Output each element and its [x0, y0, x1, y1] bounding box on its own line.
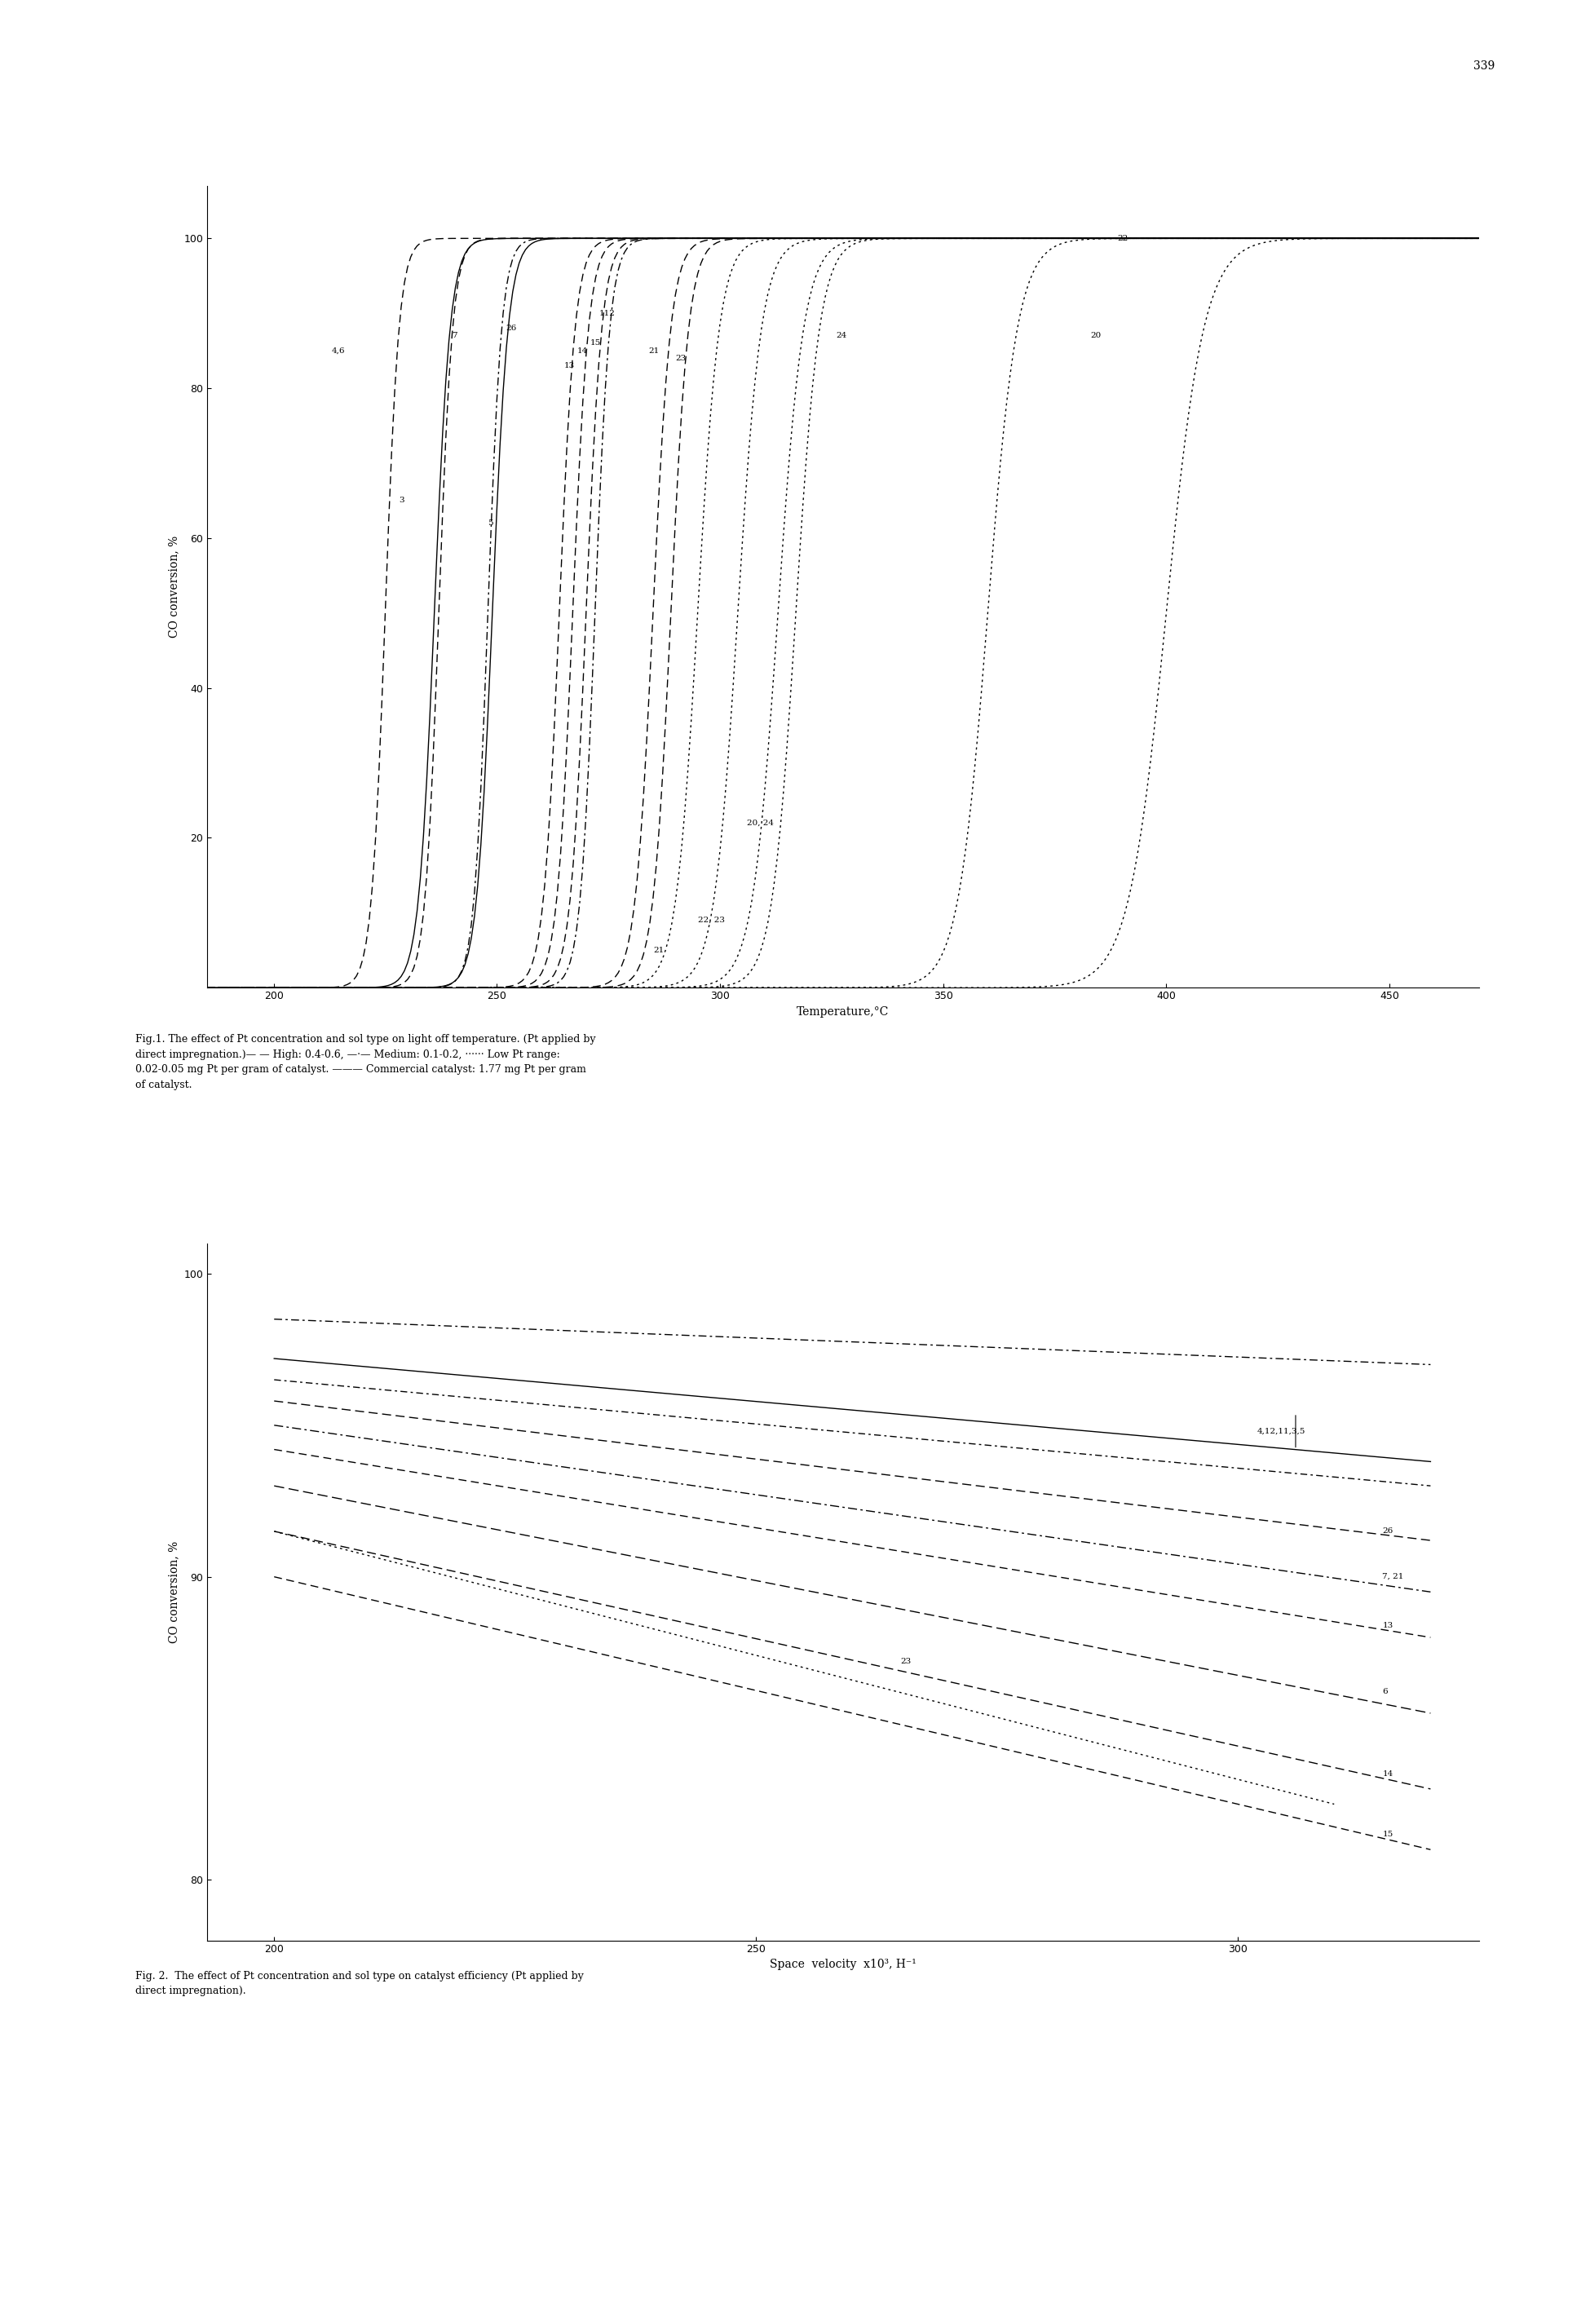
X-axis label: Space  velocity  x10³, H⁻¹: Space velocity x10³, H⁻¹ — [770, 1959, 916, 1971]
Text: 22, 23: 22, 23 — [698, 916, 725, 925]
Text: 20: 20 — [1091, 332, 1102, 339]
Text: 21: 21 — [649, 346, 660, 356]
Text: 24: 24 — [836, 332, 847, 339]
Text: 339: 339 — [1474, 60, 1495, 72]
Text: Fig. 2.  The effect of Pt concentration and sol type on catalyst efficiency (Pt : Fig. 2. The effect of Pt concentration a… — [135, 1971, 584, 1996]
Text: 22: 22 — [1118, 235, 1127, 242]
Text: 20, 24: 20, 24 — [747, 818, 774, 827]
Text: 7, 21: 7, 21 — [1382, 1573, 1404, 1580]
Text: 7: 7 — [452, 332, 458, 339]
Text: 14: 14 — [1382, 1771, 1393, 1778]
Y-axis label: CO conversion, %: CO conversion, % — [169, 1541, 180, 1643]
Text: 14: 14 — [577, 346, 588, 356]
Text: 23: 23 — [900, 1657, 911, 1666]
Text: 6: 6 — [1382, 1687, 1388, 1697]
Text: 21: 21 — [653, 946, 663, 953]
Text: 15: 15 — [590, 339, 601, 346]
Text: 15: 15 — [1382, 1831, 1393, 1838]
Text: 13: 13 — [1382, 1622, 1393, 1629]
Text: 13: 13 — [564, 363, 574, 370]
Y-axis label: CO conversion, %: CO conversion, % — [169, 537, 180, 637]
Text: 26: 26 — [506, 325, 517, 332]
Text: Fig.1. The effect of Pt concentration and sol type on light off temperature. (Pt: Fig.1. The effect of Pt concentration an… — [135, 1034, 596, 1090]
Text: 4,12,11,3,5: 4,12,11,3,5 — [1258, 1427, 1305, 1434]
Text: 5: 5 — [488, 521, 493, 528]
Text: 112: 112 — [599, 309, 615, 316]
Text: 23: 23 — [676, 356, 687, 363]
Text: 3: 3 — [399, 497, 404, 504]
X-axis label: Temperature,°C: Temperature,°C — [797, 1006, 889, 1018]
Text: 4,6: 4,6 — [332, 346, 345, 356]
Text: 26: 26 — [1382, 1527, 1393, 1534]
